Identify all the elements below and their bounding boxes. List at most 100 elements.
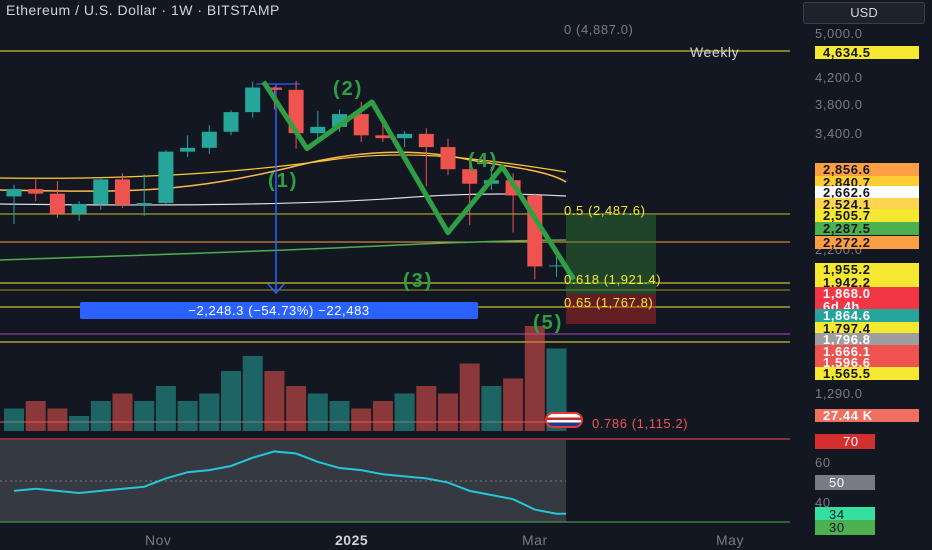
price-tag-value: 2,840.7 <box>823 175 871 190</box>
candle-body[interactable] <box>353 114 369 136</box>
volume-bar <box>264 371 285 431</box>
volume-bar <box>503 378 524 431</box>
price-tag-value: 27.44 K <box>823 408 873 423</box>
candle-body[interactable] <box>180 147 196 152</box>
wave-label-4: (4) <box>468 150 499 172</box>
price-tag: 2,856.6 <box>815 163 919 176</box>
volume-bar <box>199 393 220 431</box>
volume-bar <box>372 401 393 431</box>
price-tag-value: 1,796.8 <box>823 332 871 347</box>
price-tag: 2,840.7 <box>815 176 919 189</box>
volume-bar <box>4 408 24 431</box>
time-label-mar: Mar <box>522 532 548 548</box>
candle-body[interactable] <box>266 87 282 90</box>
price-tag: 4,634.5 <box>815 46 919 59</box>
candle-body[interactable] <box>418 133 434 148</box>
volume-bar <box>221 371 241 431</box>
candle-body[interactable] <box>71 203 87 214</box>
price-tag: 2,524.1 <box>815 198 919 211</box>
candle-body[interactable] <box>136 203 152 205</box>
price-label: 5,000.0 <box>815 26 863 41</box>
measure-label[interactable]: −2,248.3 (−54.73%) −22,483 <box>80 302 478 319</box>
price-tag-value: 4,634.5 <box>823 45 871 60</box>
candle-body[interactable] <box>28 189 44 194</box>
candle-body[interactable] <box>158 151 174 204</box>
level-lines <box>0 50 790 423</box>
chart-title[interactable]: Ethereum / U.S. Dollar · 1W · BITSTAMP <box>6 2 280 20</box>
rsi-label-70: 70 <box>815 434 875 449</box>
candle-body[interactable] <box>375 135 391 139</box>
candle-body[interactable] <box>201 131 217 148</box>
fib-0786-label: 0.786 (1,115.2) <box>592 416 689 431</box>
price-tag-value: 2,662.6 <box>823 185 871 200</box>
price-label: 4,200.0 <box>815 70 863 85</box>
long-position-stop-zone[interactable] <box>566 294 656 324</box>
price-tag: 1,942.2 <box>815 276 919 289</box>
volume-bar <box>438 393 458 431</box>
fib-065-label: 0.65 (1,767.8) <box>564 295 654 310</box>
candle-body[interactable] <box>49 193 65 214</box>
candle-body[interactable] <box>440 147 456 170</box>
price-tag-value: 2,287.5 <box>823 221 871 236</box>
price-label: 3,800.0 <box>815 97 863 112</box>
candle-body[interactable] <box>245 87 261 113</box>
price-tag-value: 1,864.6 <box>823 308 871 323</box>
time-label-nov: Nov <box>145 532 172 548</box>
long-position-profit-zone[interactable] <box>566 214 656 294</box>
price-tag-value: 1,868.0 <box>823 286 871 301</box>
rsi-label-30: 30 <box>815 520 875 535</box>
fib-0618-label: 0.618 (1,921.4) <box>564 272 662 287</box>
volume-bar <box>416 386 437 431</box>
us-flag-icon[interactable] <box>545 412 583 428</box>
price-label: 1,290.0 <box>815 386 863 401</box>
currency-selector[interactable]: USD <box>803 2 925 24</box>
volume-bar <box>134 401 155 431</box>
price-tag: 2,662.6 <box>815 186 919 199</box>
wave-label-2: (2) <box>333 78 364 100</box>
candle-body[interactable] <box>223 112 239 132</box>
wave-label-1: (1) <box>268 170 299 192</box>
volume-bar <box>155 386 176 431</box>
rsi-value-label: 34 <box>815 507 875 522</box>
candle-body[interactable] <box>397 133 413 139</box>
price-tag: 2,272.2 <box>815 236 919 249</box>
fib-0-label: 0 (4,887.0) <box>564 22 634 37</box>
price-tag-value: 1,666.1 <box>823 344 871 359</box>
wave-label-3: (3) <box>403 270 434 292</box>
volume-bar <box>112 393 133 431</box>
volume-bar <box>90 401 111 431</box>
price-tag-value: 1,797.4 <box>823 321 871 336</box>
price-tag: 2,505.7 <box>815 209 919 222</box>
rsi-label-60: 60 <box>815 455 831 470</box>
ma-yellow <box>0 154 567 179</box>
price-tag-value: 2,524.1 <box>823 197 871 212</box>
price-tag: 2,287.5 <box>815 222 919 235</box>
volume-bar <box>25 401 46 431</box>
fib-05-label: 0.5 (2,487.6) <box>564 203 646 218</box>
price-tag: 1,796.8 <box>815 333 919 346</box>
volume-bar <box>242 356 263 431</box>
price-tag: 27.44 K <box>815 409 919 422</box>
candle-body[interactable] <box>462 169 478 184</box>
volume-bar <box>69 416 90 431</box>
ma-green <box>0 239 567 261</box>
volume-bar <box>307 393 328 431</box>
price-tag: 1,797.4 <box>815 322 919 335</box>
candle-body[interactable] <box>549 265 564 267</box>
price-tag-value: 2,505.7 <box>823 208 871 223</box>
volume-bar <box>546 348 567 431</box>
weekly-label: Weekly <box>690 44 740 60</box>
candle-body[interactable] <box>6 189 22 197</box>
candle-body[interactable] <box>310 126 326 134</box>
candle-body[interactable] <box>115 179 130 205</box>
price-tag-value: 1,955.2 <box>823 262 871 277</box>
candle-body[interactable] <box>93 179 109 204</box>
volume-bar <box>394 393 415 431</box>
price-tag-value: 1,942.2 <box>823 275 871 290</box>
measure-arrow-head <box>267 283 285 295</box>
price-tag-value: 2,272.2 <box>823 235 871 250</box>
volume-bar <box>286 386 307 431</box>
rsi-label-40: 40 <box>815 495 831 510</box>
price-tag-value: 1,596.6 <box>823 355 871 370</box>
volume-bar <box>481 386 502 431</box>
